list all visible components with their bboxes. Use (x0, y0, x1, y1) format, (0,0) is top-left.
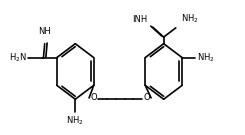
Text: NH$_2$: NH$_2$ (181, 13, 198, 25)
Text: O: O (143, 93, 150, 102)
Text: O: O (90, 93, 97, 102)
Text: INH: INH (132, 15, 147, 24)
Text: H$_2$N: H$_2$N (9, 51, 26, 64)
Text: NH$_2$: NH$_2$ (66, 114, 84, 127)
Text: NH: NH (38, 27, 51, 36)
Text: NH$_2$: NH$_2$ (197, 51, 214, 64)
